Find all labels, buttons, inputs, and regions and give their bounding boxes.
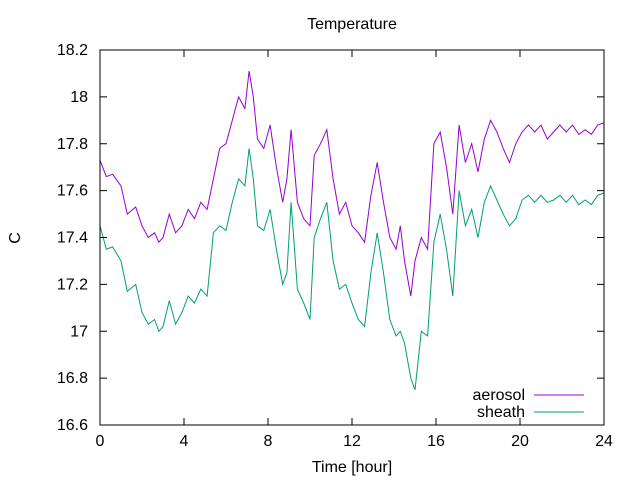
legend-label: aerosol xyxy=(473,387,525,404)
y-tick-label: 17.8 xyxy=(57,136,88,153)
y-tick-label: 16.8 xyxy=(57,370,88,387)
x-axis-label: Time [hour] xyxy=(312,459,392,476)
y-tick-label: 17.4 xyxy=(57,230,88,247)
plot-frame xyxy=(99,49,605,426)
x-tick-label: 24 xyxy=(595,433,613,450)
legend-label: sheath xyxy=(477,404,525,421)
chart-title: Temperature xyxy=(307,16,397,33)
series-line-aerosol xyxy=(99,71,605,297)
y-tick-label: 18 xyxy=(70,89,88,106)
y-tick-label: 17.6 xyxy=(57,183,88,200)
x-tick-label: 20 xyxy=(511,433,529,450)
series-layer xyxy=(99,71,605,390)
y-axis-label: C xyxy=(7,232,24,244)
x-tick-label: 12 xyxy=(343,433,361,450)
series-line-sheath xyxy=(99,148,605,390)
x-tick-label: 8 xyxy=(264,433,273,450)
y-tick-label: 18.2 xyxy=(57,42,88,59)
y-tick-label: 16.6 xyxy=(57,417,88,434)
x-tick-label: 0 xyxy=(96,433,105,450)
y-tick-label: 17 xyxy=(70,323,88,340)
x-tick-label: 16 xyxy=(427,433,445,450)
x-tick-label: 4 xyxy=(180,433,189,450)
y-tick-label: 17.2 xyxy=(57,276,88,293)
tick-layer: 0 4 8 12 16 20 24 16.6 16.8 17 17.2 17.4 17.6 17.8 18 1… xyxy=(57,42,613,450)
